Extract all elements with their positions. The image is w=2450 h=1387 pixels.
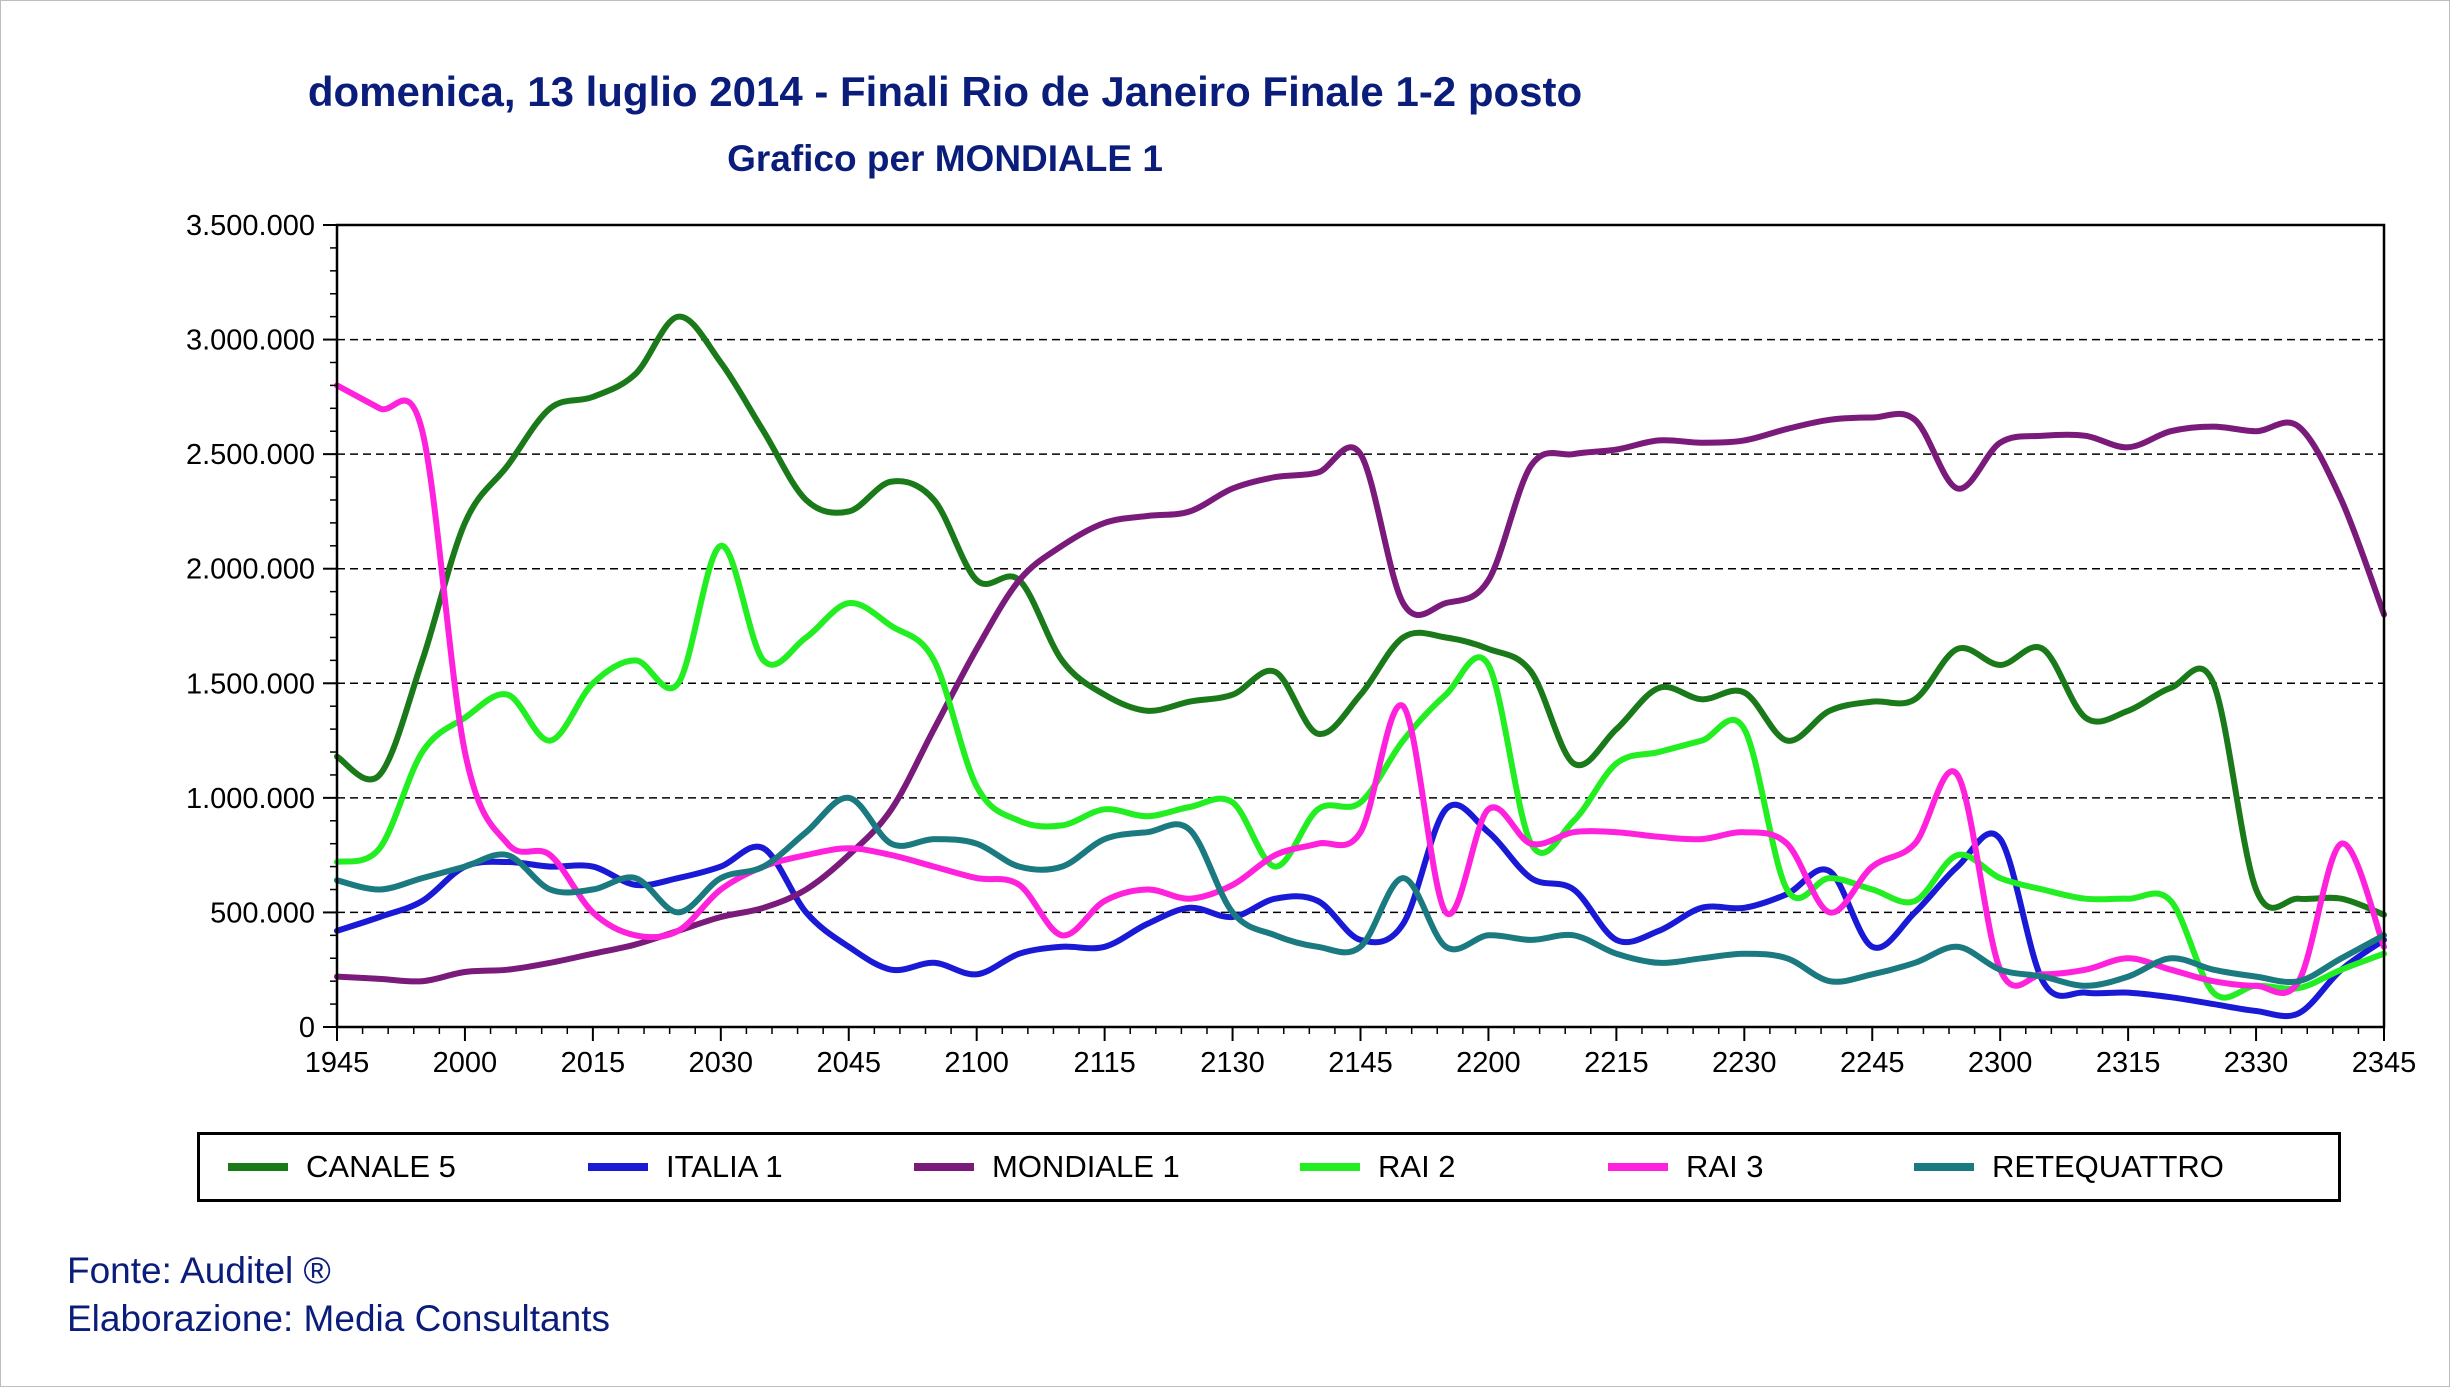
chart-title: domenica, 13 luglio 2014 - Finali Rio de… <box>307 68 1583 115</box>
plot-border <box>335 223 2386 1029</box>
legend-label: RETEQUATTRO <box>1992 1149 2224 1184</box>
x-tick-label: 2000 <box>433 1047 498 1079</box>
x-tick-label: 2045 <box>816 1047 881 1079</box>
legend-item-retequattro: RETEQUATTRO <box>1914 1135 2224 1199</box>
legend-item-mondiale1: MONDIALE 1 <box>914 1135 1180 1199</box>
legend-item-rai2: RAI 2 <box>1300 1135 1456 1199</box>
x-tick-label: 1945 <box>305 1047 370 1079</box>
axes <box>323 223 2386 1041</box>
legend-swatch <box>1608 1163 1668 1171</box>
legend-swatch <box>588 1163 648 1171</box>
chart-legend: CANALE 5 ITALIA 1 MONDIALE 1 RAI 2 RAI 3… <box>197 1132 2341 1202</box>
legend-label: RAI 2 <box>1378 1149 1456 1184</box>
legend-item-rai3: RAI 3 <box>1608 1135 1764 1199</box>
legend-label: ITALIA 1 <box>666 1149 783 1184</box>
y-tick-label: 3.000.000 <box>186 325 315 357</box>
x-tick-label: 2115 <box>1073 1047 1135 1079</box>
series-lines <box>334 313 2387 1020</box>
x-tick-label: 2015 <box>561 1047 626 1079</box>
legend-label: RAI 3 <box>1686 1149 1764 1184</box>
chart-subtitle: Grafico per MONDIALE 1 <box>727 138 1163 179</box>
y-tick-label: 2.000.000 <box>186 554 315 586</box>
legend-label: MONDIALE 1 <box>992 1149 1180 1184</box>
legend-swatch <box>1914 1163 1974 1171</box>
series-line-mondiale-1 <box>334 410 2387 985</box>
y-tick-label: 500.000 <box>210 897 315 929</box>
y-tick-labels: 0 500.000 1.000.000 1.500.000 2.000.000 2.500… <box>186 210 315 1044</box>
series-line-rai-3 <box>334 382 2387 996</box>
x-tick-label: 2315 <box>2096 1047 2161 1079</box>
x-tick-label: 2300 <box>1968 1047 2033 1079</box>
legend-label: CANALE 5 <box>306 1149 456 1184</box>
y-tick-label: 2.500.000 <box>186 439 315 471</box>
series-line-retequattro <box>334 794 2387 989</box>
x-tick-label: 2230 <box>1712 1047 1777 1079</box>
x-tick-label: 2245 <box>1840 1047 1905 1079</box>
x-tick-label: 2345 <box>2352 1047 2417 1079</box>
legend-item-canale5: CANALE 5 <box>228 1135 456 1199</box>
legend-swatch <box>914 1163 974 1171</box>
x-tick-label: 2200 <box>1456 1047 1521 1079</box>
x-tick-label: 2100 <box>944 1047 1009 1079</box>
processing-note: Elaborazione: Media Consultants <box>67 1298 610 1339</box>
series-line-rai-2 <box>334 542 2387 1001</box>
x-tick-label: 2030 <box>689 1047 754 1079</box>
legend-swatch <box>1300 1163 1360 1171</box>
series-line-canale-5 <box>334 313 2387 918</box>
legend-item-italia1: ITALIA 1 <box>588 1135 783 1199</box>
x-tick-label: 2145 <box>1328 1047 1393 1079</box>
y-tick-label: 3.500.000 <box>186 210 315 242</box>
y-tick-label: 0 <box>299 1012 315 1044</box>
legend-swatch <box>228 1163 288 1171</box>
y-tick-label: 1.000.000 <box>186 783 315 815</box>
x-tick-label: 2130 <box>1200 1047 1265 1079</box>
x-tick-labels: 1945 2000 2015 2030 2045 2100 2115 2130 2145 2200… <box>305 1047 2417 1079</box>
source-note: Fonte: Auditel ® <box>67 1250 331 1291</box>
x-tick-label: 2330 <box>2224 1047 2289 1079</box>
y-tick-label: 1.500.000 <box>186 668 315 700</box>
x-tick-label: 2215 <box>1584 1047 1649 1079</box>
